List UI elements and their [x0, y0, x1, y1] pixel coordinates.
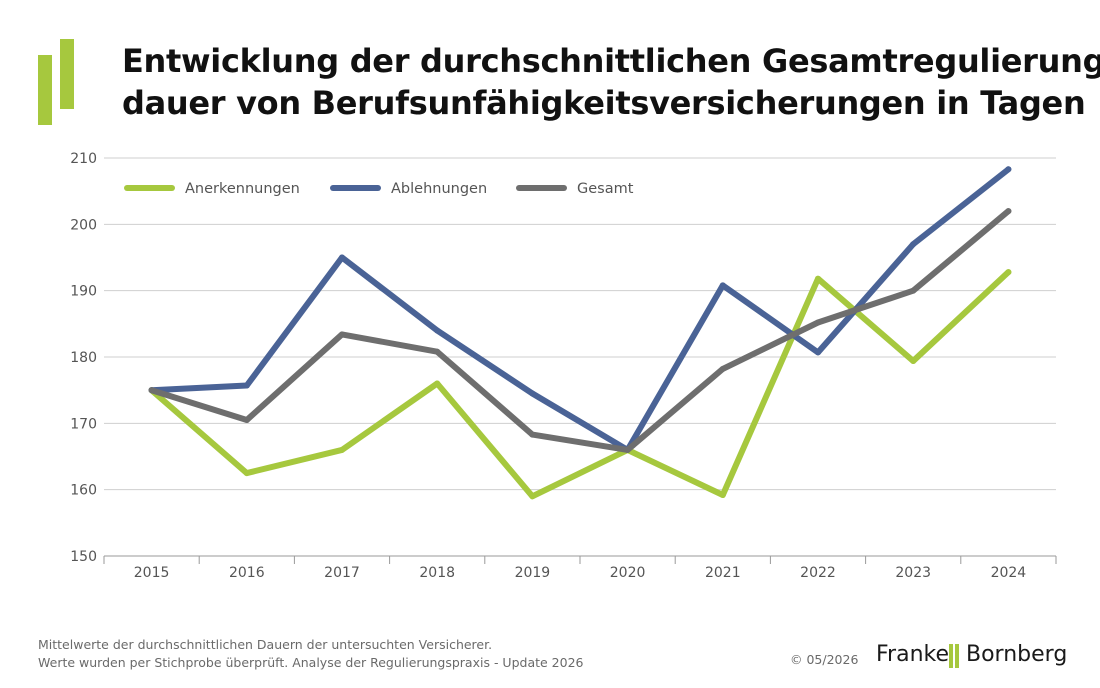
y-tick-label: 180 [70, 350, 97, 366]
data-point-anerkennungen [339, 446, 345, 453]
data-point-anerkennungen [719, 491, 726, 498]
logo-mark [38, 39, 74, 125]
chart-title-line-1: Entwicklung der durchschnittlichen Gesam… [122, 42, 1100, 80]
data-point-anerkennungen [910, 357, 917, 364]
x-tick-label: 2016 [229, 565, 265, 581]
copyright-text: © 05/2026 [790, 652, 859, 667]
y-tick-label: 150 [70, 549, 97, 565]
data-point-ablehnungen [815, 349, 821, 356]
series-layer [148, 166, 1012, 500]
x-tick-label: 2023 [895, 565, 931, 581]
legend-label: Anerkennungen [185, 181, 300, 197]
brand-name-left: Franke [876, 642, 950, 667]
footnote-line-1: Mittelwerte der durchschnittlichen Dauer… [38, 637, 493, 652]
x-tick-label: 2018 [419, 565, 455, 581]
data-point-anerkennungen [434, 380, 441, 387]
brand-name-right: Bornberg [966, 642, 1068, 667]
data-point-anerkennungen [529, 493, 536, 500]
data-point-ablehnungen [719, 282, 726, 289]
data-point-gesamt [815, 319, 821, 326]
logo-bar-right [60, 39, 74, 109]
chart-title-line-2: dauer von Berufsunfähigkeitsversicherung… [122, 84, 1086, 122]
footnote-line-2: Werte wurden per Stichprobe überprüft. A… [38, 655, 584, 670]
data-point-ablehnungen [1005, 166, 1012, 173]
data-point-ablehnungen [910, 241, 917, 248]
x-tick-label: 2019 [515, 565, 551, 581]
series-line-gesamt [148, 208, 1012, 453]
y-tick-label: 160 [70, 483, 97, 499]
data-point-ablehnungen [243, 382, 250, 389]
data-point-gesamt [624, 446, 631, 453]
data-point-gesamt [719, 365, 726, 372]
y-tick-label: 190 [70, 284, 97, 300]
x-tick-label: 2020 [610, 565, 646, 581]
logo-bar-left [38, 55, 52, 125]
x-tick-label: 2015 [134, 565, 170, 581]
series-line-ablehnungen [148, 166, 1012, 453]
y-tick-label: 200 [70, 217, 97, 233]
data-point-gesamt [529, 431, 536, 438]
data-point-anerkennungen [243, 470, 250, 477]
data-point-gesamt [910, 287, 917, 294]
y-tick-label: 210 [70, 151, 97, 167]
x-tick-label: 2024 [991, 565, 1027, 581]
y-tick-label: 170 [70, 416, 97, 432]
data-point-gesamt [148, 387, 155, 394]
x-tick-label: 2017 [324, 565, 360, 581]
data-point-anerkennungen [1005, 269, 1012, 276]
data-point-ablehnungen [434, 327, 441, 334]
data-point-anerkennungen [815, 275, 821, 282]
brand-separator-icon [949, 644, 959, 668]
x-tick-label: 2021 [705, 565, 741, 581]
axis-layer: 150 160 170 180 190 200 210 2015 2016 2017 2018 201… [70, 151, 1057, 581]
data-point-gesamt [434, 348, 441, 355]
legend-label: Ablehnungen [391, 181, 487, 197]
data-point-ablehnungen [339, 254, 345, 261]
x-tick-label: 2022 [800, 565, 836, 581]
data-point-ablehnungen [529, 390, 536, 397]
data-point-gesamt [1005, 208, 1012, 215]
legend-label: Gesamt [577, 181, 634, 197]
series-line-anerkennungen [148, 269, 1012, 500]
legend: Anerkennungen Ablehnungen Gesamt [124, 181, 634, 197]
data-point-gesamt [243, 417, 250, 424]
data-point-gesamt [339, 331, 345, 338]
